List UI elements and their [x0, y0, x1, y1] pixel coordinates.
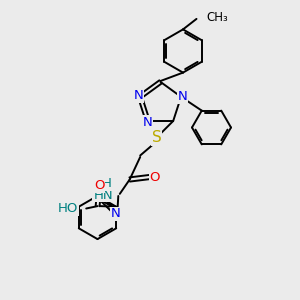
Text: O: O [94, 179, 104, 192]
Text: N: N [142, 116, 152, 129]
Text: HN: HN [93, 189, 113, 202]
Text: N: N [110, 208, 120, 220]
Text: HO: HO [57, 202, 78, 215]
Text: CH₃: CH₃ [206, 11, 228, 24]
Text: H: H [102, 177, 111, 190]
Text: N: N [178, 90, 188, 103]
Text: O: O [149, 171, 160, 184]
Text: N: N [134, 89, 143, 102]
Text: S: S [152, 130, 162, 145]
